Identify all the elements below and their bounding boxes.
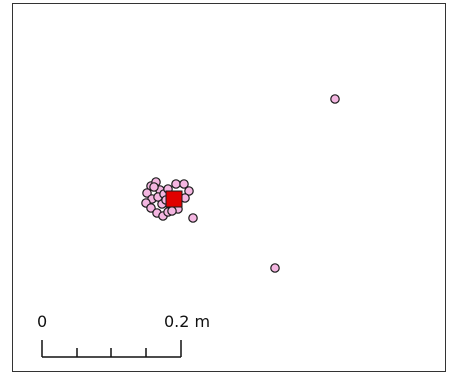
selected-point-marker[interactable]: [165, 190, 183, 208]
point-feature[interactable]: [146, 203, 156, 213]
point-feature[interactable]: [270, 263, 280, 273]
map-canvas[interactable]: [13, 4, 445, 371]
point-features-layer: [141, 94, 340, 273]
scale-bar: [41, 340, 182, 358]
point-feature[interactable]: [167, 206, 177, 216]
point-feature[interactable]: [142, 188, 152, 198]
point-feature[interactable]: [188, 213, 198, 223]
map-frame[interactable]: 0 0.2 m: [12, 3, 446, 372]
scale-bar-start-label: 0: [37, 312, 48, 331]
point-feature[interactable]: [330, 94, 340, 104]
point-feature[interactable]: [171, 179, 181, 189]
point-feature[interactable]: [184, 186, 194, 196]
scale-bar-end-label: 0.2 m: [164, 312, 211, 331]
point-feature[interactable]: [149, 182, 159, 192]
point-feature[interactable]: [179, 179, 189, 189]
scale-bar-line: [41, 340, 182, 358]
